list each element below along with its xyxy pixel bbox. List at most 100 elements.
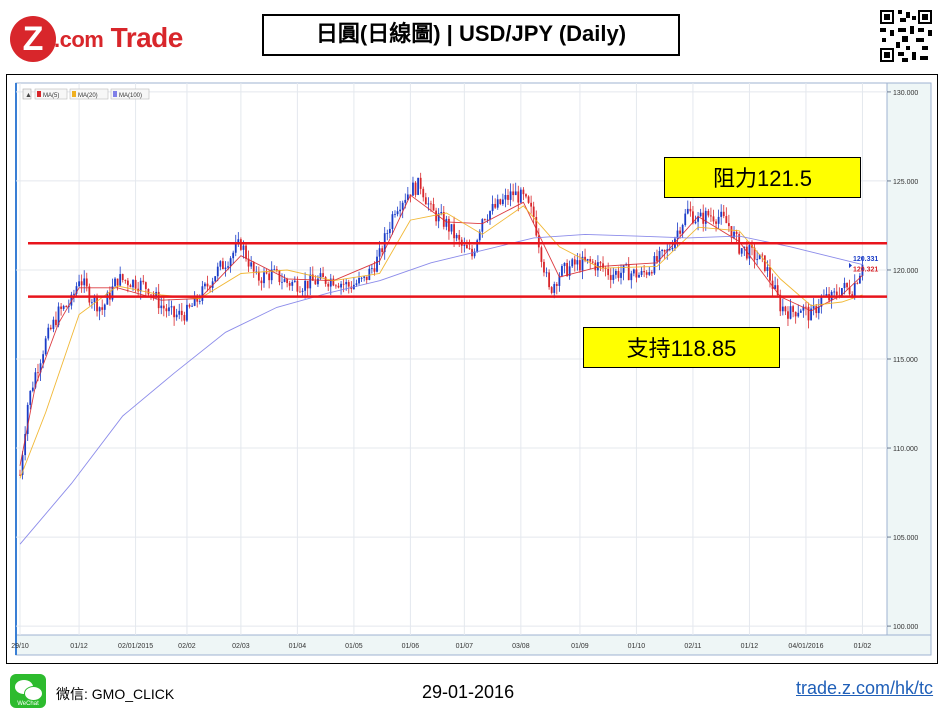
candle-body xyxy=(198,300,201,302)
candle-body xyxy=(34,372,37,388)
candle-body xyxy=(468,248,471,250)
candle-body xyxy=(432,204,435,211)
candle-body xyxy=(96,296,98,312)
page-title: 日圓(日線圖) | USD/JPY (Daily) xyxy=(262,14,680,56)
candle-body xyxy=(147,288,150,295)
candle-body xyxy=(784,306,787,312)
candle-body xyxy=(193,295,196,306)
candle-body xyxy=(448,218,450,232)
candle-body xyxy=(160,305,163,309)
candle-body xyxy=(725,216,728,224)
candle-body xyxy=(142,280,145,283)
candle-body xyxy=(640,271,643,275)
candle-body xyxy=(260,280,263,284)
candle-body xyxy=(201,286,204,301)
candle-body xyxy=(853,282,856,298)
candle-body xyxy=(293,280,296,282)
candle-body xyxy=(843,282,846,289)
qr-code-icon xyxy=(878,8,934,64)
candle-body xyxy=(44,338,47,355)
candle-body xyxy=(835,291,838,296)
candle-body xyxy=(98,307,101,312)
candle-body xyxy=(106,292,109,305)
candle-body xyxy=(597,262,599,271)
candle-body xyxy=(183,315,186,321)
candle-body xyxy=(710,215,712,217)
candle-body xyxy=(501,199,504,205)
candle-body xyxy=(769,267,771,281)
wechat-id: 微信: GMO_CLICK xyxy=(56,686,175,702)
candle-body xyxy=(815,306,818,314)
wechat-badge-label: WeChat xyxy=(17,701,39,707)
candle-body xyxy=(162,305,165,309)
candle-body xyxy=(614,270,617,275)
candle-body xyxy=(227,266,229,268)
candle-body xyxy=(653,256,656,274)
candle-body xyxy=(478,231,481,241)
website-link[interactable]: trade.z.com/hk/tc xyxy=(796,678,934,698)
candle-body xyxy=(347,282,350,287)
last-price-marker xyxy=(849,262,852,269)
candle-body xyxy=(848,287,851,295)
candle-body xyxy=(322,273,324,278)
candle-body xyxy=(617,270,620,278)
candle-body xyxy=(463,245,466,246)
candle-body xyxy=(245,245,247,259)
y-tick-label: 130.000 xyxy=(893,90,918,97)
candle-body xyxy=(694,221,697,224)
candle-body xyxy=(455,234,458,239)
wechat-icon: WeChat xyxy=(10,674,46,708)
candle-body xyxy=(126,280,129,286)
candle-body xyxy=(165,308,168,312)
candle-body xyxy=(607,268,610,276)
legend-label: MA(20) xyxy=(78,93,98,99)
candle-body xyxy=(779,294,782,312)
candle-body xyxy=(543,261,545,273)
candle-body xyxy=(756,259,759,260)
candle-body xyxy=(733,231,735,238)
candle-body xyxy=(525,194,527,197)
candle-body xyxy=(573,259,576,265)
candle-body xyxy=(609,275,612,280)
candle-body xyxy=(430,203,432,205)
candle-body xyxy=(856,282,859,284)
candle-body xyxy=(173,306,176,318)
candle-body xyxy=(263,272,265,284)
candle-body xyxy=(273,269,276,270)
candle-body xyxy=(242,245,245,250)
candle-body xyxy=(345,282,348,285)
candle-body xyxy=(676,230,679,239)
candle-body xyxy=(376,256,378,272)
candle-body xyxy=(355,283,358,285)
candle-body xyxy=(29,390,32,405)
candle-body xyxy=(247,258,250,267)
x-tick-label: 02/01/2015 xyxy=(118,643,153,650)
legend-item xyxy=(34,88,68,100)
x-tick-label: 02/02 xyxy=(178,643,196,650)
candle-body xyxy=(635,269,638,278)
candle-body xyxy=(306,280,309,289)
candle-body xyxy=(602,263,604,269)
candle-body xyxy=(612,274,615,280)
candle-body xyxy=(73,293,75,295)
candle-body xyxy=(566,262,568,276)
x-tick-label: 01/04 xyxy=(289,643,307,650)
candle-body xyxy=(55,319,57,326)
candle-body xyxy=(846,282,848,288)
candle-body xyxy=(168,307,170,312)
candle-body xyxy=(239,239,242,250)
candle-body xyxy=(91,302,93,304)
logo-z-mark: Z xyxy=(10,16,56,62)
ma-line-ma5 xyxy=(19,194,863,466)
candle-body xyxy=(712,216,715,222)
y-tick-label: 105.000 xyxy=(893,535,918,542)
candle-body xyxy=(643,271,646,273)
candle-body xyxy=(368,268,371,280)
candle-body xyxy=(435,210,437,222)
candle-body xyxy=(797,312,800,317)
candle-body xyxy=(535,217,538,236)
candle-body xyxy=(124,279,127,281)
candle-body xyxy=(789,306,792,319)
candle-body xyxy=(275,269,278,271)
candle-body xyxy=(373,268,376,272)
